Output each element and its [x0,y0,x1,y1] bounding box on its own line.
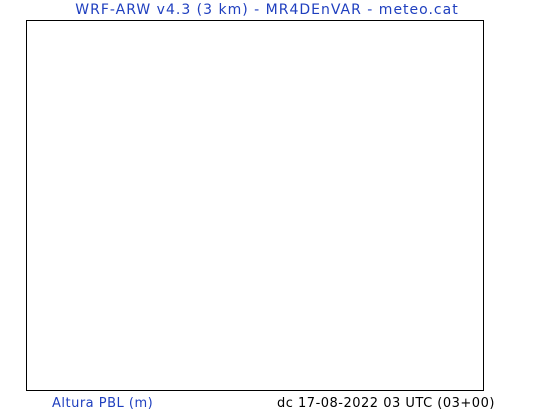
map-frame [26,20,484,391]
run-label: dc 17-08-2022 03 UTC (03+00) [277,396,495,411]
map-title: WRF-ARW v4.3 (3 km) - MR4DEnVAR - meteo.… [75,2,459,18]
variable-label: Altura PBL (m) [52,396,154,411]
